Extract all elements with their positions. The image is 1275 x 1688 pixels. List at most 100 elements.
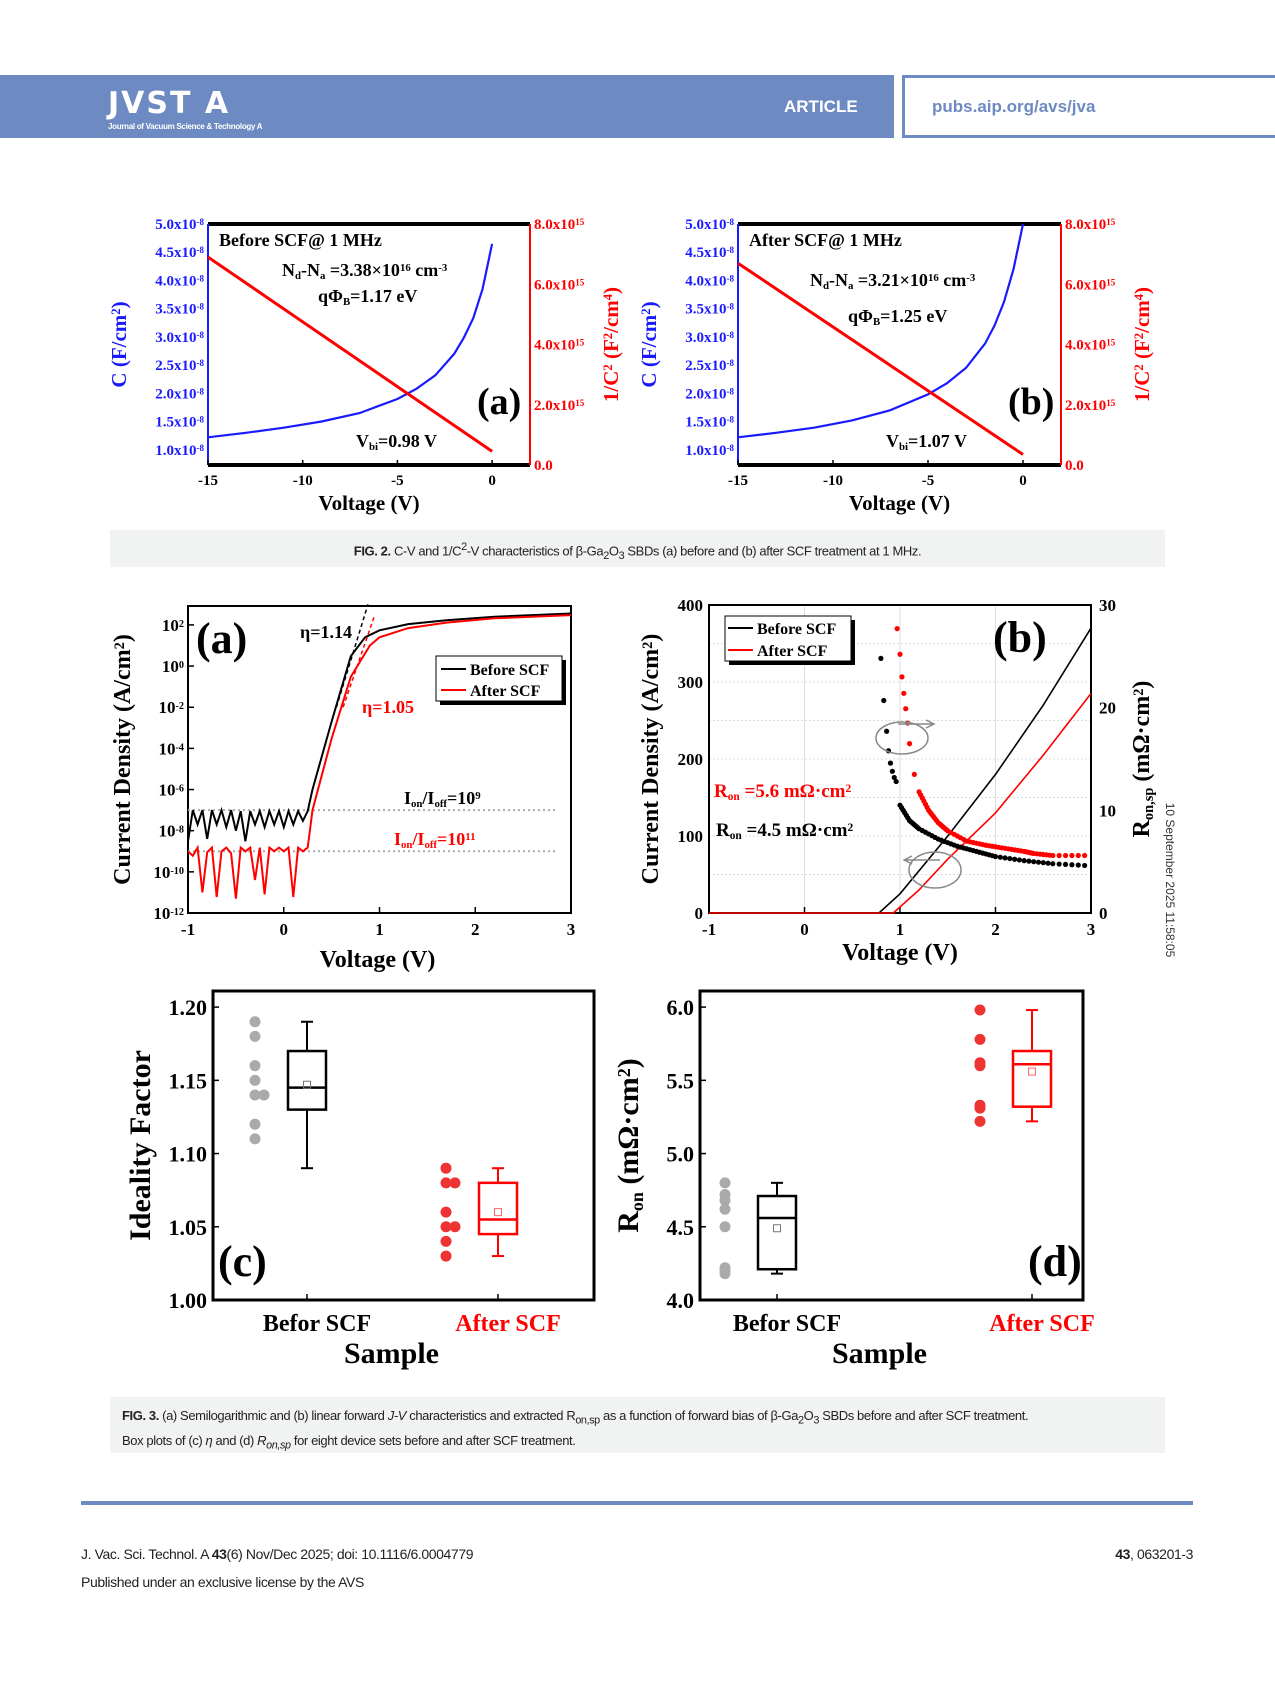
legend-entry: After SCF — [757, 643, 828, 660]
x-axis-label: Sample — [832, 1337, 927, 1370]
text-part: =3.21×10 — [853, 270, 928, 290]
text-sub: off — [434, 798, 447, 810]
sample-data-point — [249, 1089, 261, 1101]
ron-data-point — [887, 760, 894, 766]
y-tick-label: 3.0x10-8 — [685, 330, 734, 346]
journal-url-link[interactable]: pubs.aip.org/avs/jva — [932, 97, 1096, 116]
text-sub: bi — [369, 441, 378, 453]
category-label: After SCF — [455, 1311, 561, 1337]
text-sup: 9 — [475, 790, 481, 802]
mean-marker — [303, 1080, 311, 1089]
x-tick-label: -10 — [823, 473, 843, 489]
sample-data-point — [719, 1221, 731, 1233]
text-part: =4.5 mΩ·cm — [742, 820, 848, 841]
jv-curve-before — [187, 612, 572, 842]
y-axis-label: Current Density (A/cm2) — [110, 634, 136, 885]
ron-data-point — [911, 771, 917, 778]
y2-tick-label: 8.0x1015 — [534, 217, 585, 233]
ron-data-point — [1031, 859, 1037, 865]
x-tick-label: 1 — [896, 920, 905, 939]
x-tick-label: -5 — [922, 473, 935, 489]
text-sup: -8 — [727, 217, 735, 227]
sample-data-point — [440, 1250, 452, 1262]
y2-tick-label: 20 — [1099, 699, 1116, 718]
text-sup: -8 — [197, 443, 205, 453]
ron-data-point — [893, 778, 899, 785]
text-sup: 16 — [928, 272, 939, 284]
text-part: 3.5x10 — [685, 302, 726, 318]
ideality-annotation: η=1.14 — [300, 622, 352, 642]
plot-frame — [698, 989, 1085, 1302]
barrier-annotation: qΦB=1.25 eV — [848, 306, 947, 328]
x-tick-label: 3 — [567, 920, 576, 939]
y-axis-label: Ideality Factor — [124, 1050, 157, 1241]
text-sup: 2 — [112, 642, 128, 649]
y-tick-label: 102 — [162, 616, 184, 635]
x-axis-label: Voltage (V) — [320, 947, 436, 973]
ron-data-point — [1040, 860, 1046, 866]
iqr-box — [286, 1049, 328, 1111]
y-tick-label: 2.0x10-8 — [155, 386, 204, 402]
text-part: qΦ — [848, 306, 873, 326]
sample-data-point — [719, 1177, 731, 1189]
text-part: R — [612, 1211, 645, 1233]
sample-data-point — [974, 1060, 986, 1072]
ron-data-point — [1021, 858, 1027, 864]
sample-data-point — [974, 1115, 986, 1127]
y2-axis-label: 1/C2 (F2/cm4) — [599, 287, 623, 402]
ron-data-point — [891, 774, 897, 781]
text-part: 6.0x10 — [1065, 277, 1106, 293]
journal-header-band — [0, 75, 894, 138]
axis-indicator-circle — [875, 721, 929, 755]
text-part: =1.25 eV — [880, 306, 947, 326]
text-sub: on,sp — [1141, 788, 1157, 820]
x-axis-label: Voltage (V) — [318, 491, 419, 515]
y-tick-label: 3.5x10-8 — [685, 302, 734, 318]
y2-tick-label: 2.0x1015 — [1065, 398, 1116, 414]
y-tick-label: 1.0x10-8 — [155, 443, 204, 459]
caption-text: C-V and 1/C — [393, 543, 462, 559]
y2-tick-label: 6.0x1015 — [534, 277, 585, 293]
x-axis-label: Voltage (V) — [849, 491, 950, 515]
y2-axis-label: 1/C2 (F2/cm4) — [1130, 287, 1154, 402]
caption-text: characteristics and extracted R — [406, 1408, 576, 1423]
citation-text: J. Vac. Sci. Technol. A — [81, 1546, 212, 1562]
panel-label: (d) — [1028, 1237, 1082, 1286]
text-part: Ideality Factor — [124, 1050, 157, 1241]
text-sup: -2 — [176, 701, 185, 712]
ron-data-point — [881, 697, 887, 704]
text-part: 3.0x10 — [685, 330, 726, 346]
text-part: ) — [1130, 287, 1154, 294]
legend-entry: After SCF — [470, 683, 541, 700]
text-part: V — [886, 431, 899, 451]
y-tick-label: 3.0x10-8 — [155, 330, 204, 346]
x-tick-label: 0 — [280, 920, 289, 939]
text-sup: 4 — [601, 293, 615, 300]
x-tick-label: 2 — [471, 920, 480, 939]
text-part: 5.0x10 — [155, 217, 196, 233]
fig3-caption: FIG. 3. (a) Semilogarithmic and (b) line… — [110, 1397, 1165, 1453]
text-sub: a — [848, 280, 854, 292]
text-part: cm — [939, 270, 966, 290]
citation-volume: 43 — [211, 1546, 227, 1562]
text-part: 8.0x10 — [1065, 217, 1106, 233]
ron-annotation-before: Ron =4.5 mΩ·cm2 — [716, 820, 853, 842]
text-sup: -8 — [197, 245, 205, 255]
text-sup: -8 — [197, 330, 205, 340]
x-tick-label: -1 — [702, 920, 716, 939]
text-part: C (F/cm — [637, 314, 661, 387]
legend-entry: Before SCF — [757, 621, 836, 638]
x-tick-label: 0 — [1019, 473, 1027, 489]
text-sup: 2 — [640, 642, 656, 649]
text-sup: 2 — [639, 308, 653, 314]
text-part: 2.0x10 — [534, 398, 575, 414]
text-part: 1/C — [1130, 371, 1154, 403]
text-part: 3.5x10 — [155, 302, 196, 318]
caption-sub: 3 — [813, 1414, 819, 1427]
text-part: =1.17 eV — [350, 286, 417, 306]
text-part: 0.0 — [534, 458, 553, 474]
text-sub: on — [627, 1192, 647, 1211]
y2-tick-label: 6.0x1015 — [1065, 277, 1116, 293]
text-part: R — [714, 781, 728, 802]
caption-text: (a) Semilogarithmic and (b) linear forwa… — [162, 1408, 388, 1423]
